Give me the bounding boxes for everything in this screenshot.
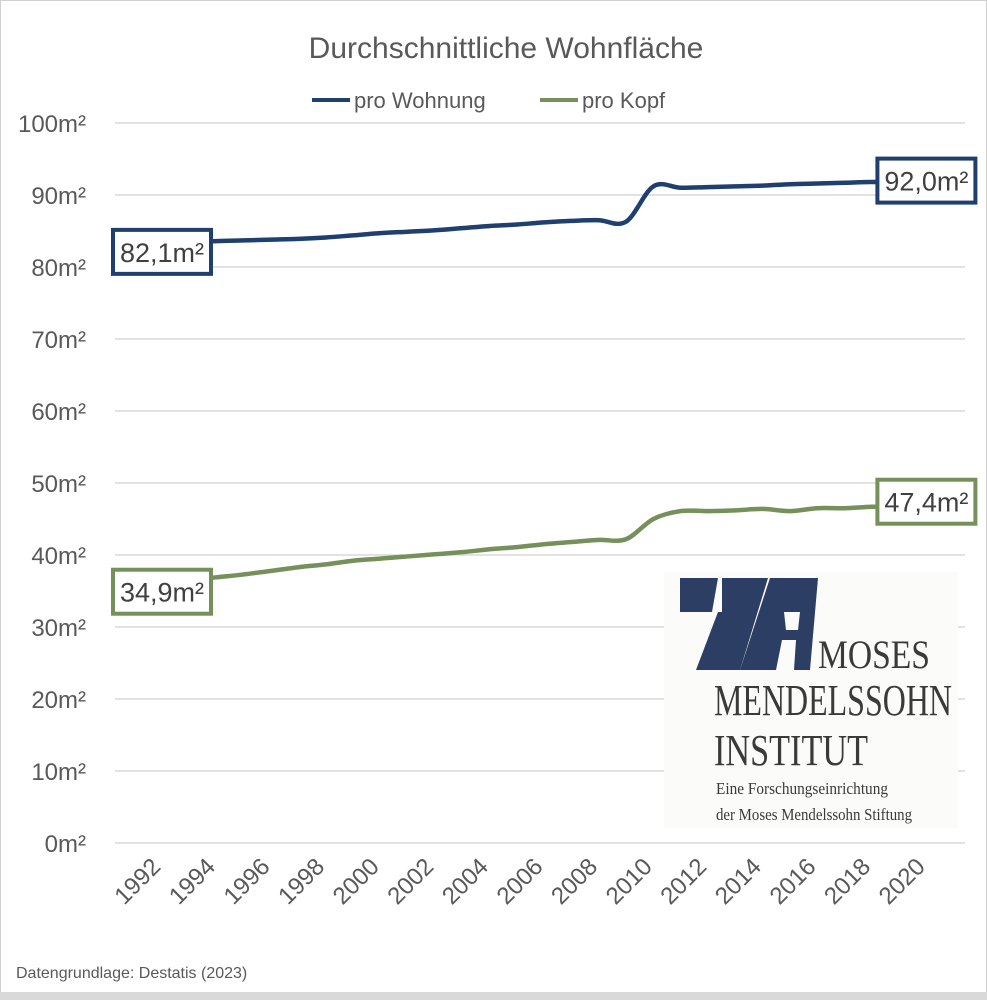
series-line-0 [161,178,927,255]
x-tick-label: 2006 [492,853,549,910]
data-label-box [111,567,213,616]
x-tick-label: 1994 [164,853,221,910]
data-label: 34,9m² [120,578,204,608]
y-tick-label: 30m² [31,615,86,642]
x-tick-label: 2008 [546,853,603,910]
legend: pro Wohnung pro Kopf [312,88,666,113]
data-label-box [875,477,978,526]
bottom-bar [0,992,987,1000]
y-tick-label: 20m² [31,687,86,714]
y-tick-label: 90m² [31,183,86,210]
x-tick-label: 1992 [109,853,166,910]
logo-line1: MOSES [818,632,930,677]
y-tick-label: 70m² [31,327,86,354]
x-tick-label: 2010 [601,853,658,910]
source-note: Datengrundlage: Destatis (2023) [16,965,247,982]
x-tick-label: 2002 [382,853,439,910]
y-tick-label: 100m² [18,111,86,138]
data-label-box [111,227,213,276]
data-label-box [875,156,978,205]
data-label: 92,0m² [884,167,968,197]
logo-mark-icon [680,578,818,670]
y-tick-label: 80m² [31,255,86,282]
x-tick-label: 2014 [710,853,767,910]
x-tick-label: 2004 [437,853,494,910]
y-tick-label: 0m² [45,831,86,858]
logo-sub1: Eine Forschungseinrichtung [716,779,888,798]
legend-label-wohnung: pro Wohnung [354,88,486,113]
data-label: 47,4m² [884,488,968,518]
y-tick-label: 50m² [31,471,86,498]
x-tick-label: 2012 [655,853,712,910]
y-tick-label: 60m² [31,399,86,426]
x-tick-label: 2020 [874,853,931,910]
logo: MOSES MENDELSSOHN INSTITUT Eine Forschun… [664,572,958,828]
logo-line3: INSTITUT [714,726,868,775]
data-label: 82,1m² [120,238,204,268]
y-tick-label: 40m² [31,543,86,570]
y-tick-label: 10m² [31,759,86,786]
x-tick-label: 1998 [273,853,330,910]
logo-sub2: der Moses Mendelssohn Stiftung [716,805,912,824]
legend-label-kopf: pro Kopf [582,88,666,113]
series-line-1 [161,499,927,594]
x-tick-label: 1996 [219,853,276,910]
chart-title: Durchschnittliche Wohnfläche [309,32,704,65]
x-tick-label: 2000 [328,853,385,910]
x-tick-label: 2016 [765,853,822,910]
logo-line2: MENDELSSOHN [714,676,952,725]
x-tick-label: 2018 [819,853,876,910]
